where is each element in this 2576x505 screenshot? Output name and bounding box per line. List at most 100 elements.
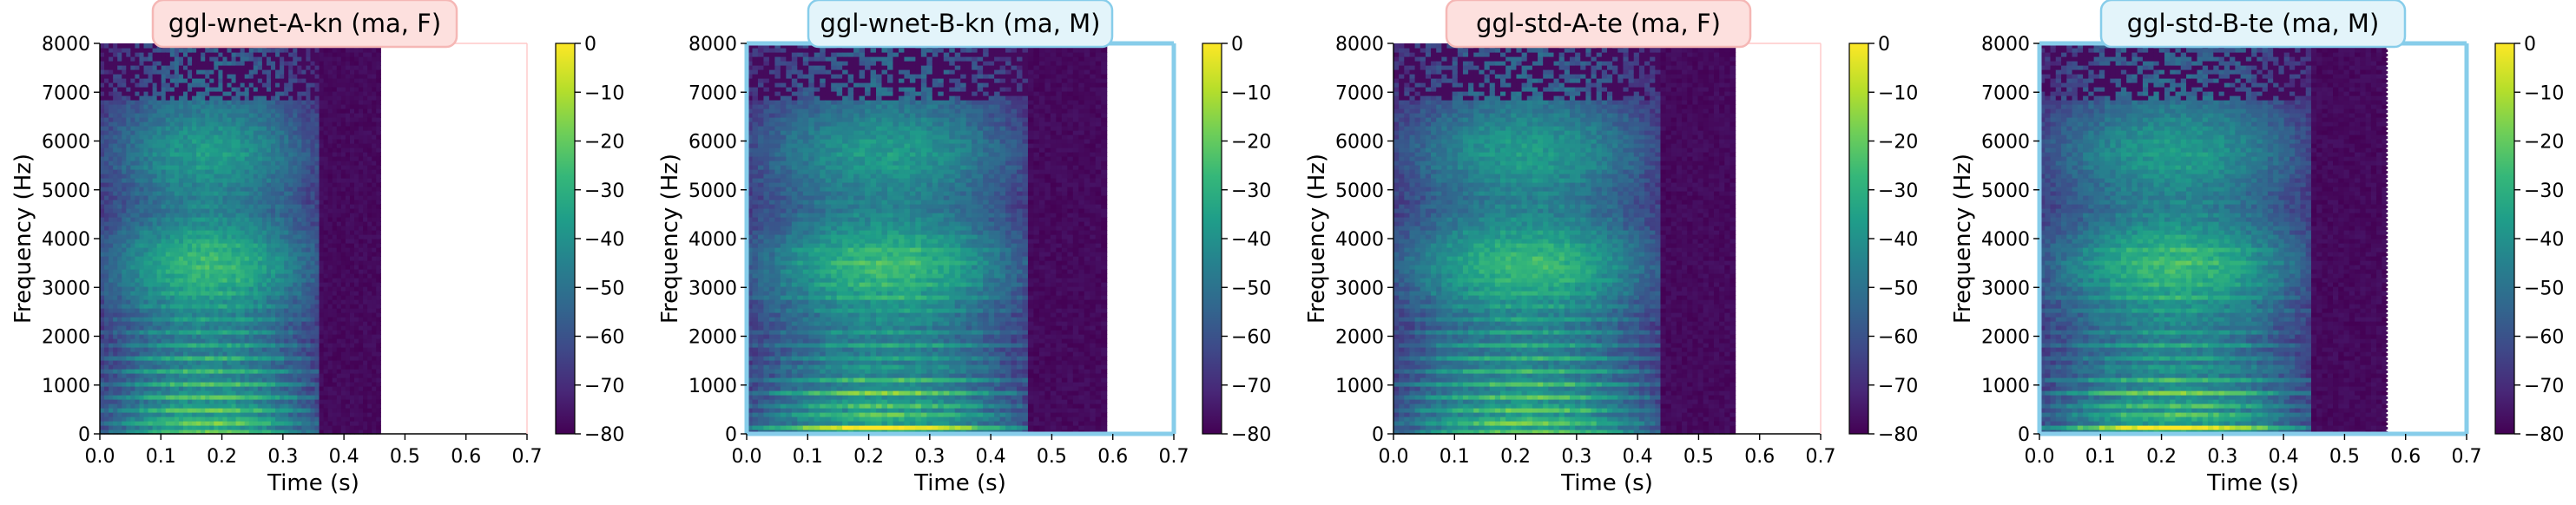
- spectrogram-cell: [130, 308, 136, 313]
- spectrogram-cell: [323, 299, 329, 305]
- spectrogram-cell: [293, 95, 298, 101]
- spectrogram-cell: [340, 299, 346, 305]
- spectrogram-cell: [288, 252, 293, 257]
- spectrogram-cell: [122, 282, 127, 287]
- spectrogram-cell: [314, 217, 320, 222]
- spectrogram-cell: [319, 143, 325, 148]
- spectrogram-cell: [297, 430, 302, 435]
- spectrogram-cell: [122, 421, 127, 426]
- spectrogram-cell: [169, 390, 175, 396]
- spectrogram-cell: [235, 200, 241, 205]
- spectrogram-cell: [139, 338, 145, 344]
- spectrogram-cell: [139, 256, 145, 261]
- spectrogram-cell: [165, 65, 171, 70]
- spectrogram-cell: [122, 395, 127, 400]
- spectrogram-cell: [135, 373, 141, 378]
- spectrogram-cell: [117, 117, 122, 122]
- spectrogram-cell: [235, 174, 241, 179]
- spectrogram-cell: [218, 321, 224, 326]
- spectrogram-cell: [332, 134, 338, 140]
- spectrogram-cell: [178, 325, 184, 331]
- spectrogram-cell: [109, 369, 114, 374]
- spectrogram-cell: [271, 395, 276, 400]
- spectrogram-cell: [126, 91, 131, 96]
- spectrogram-cell: [196, 386, 201, 391]
- spectrogram-cell: [100, 104, 105, 109]
- spectrogram-cell: [266, 95, 272, 101]
- spectrogram-cell: [135, 269, 141, 274]
- spectrogram-cell: [288, 386, 293, 391]
- spectrogram-cell: [235, 312, 241, 318]
- spectrogram-cell: [271, 265, 276, 270]
- spectrogram-cell: [288, 104, 293, 109]
- spectrogram-cell: [209, 408, 214, 413]
- spectrogram-cell: [261, 82, 267, 88]
- spectrogram-cell: [161, 126, 167, 131]
- spectrogram-cell: [257, 169, 263, 174]
- spectrogram-cell: [201, 425, 206, 430]
- spectrogram-cell: [240, 239, 246, 244]
- spectrogram-cell: [165, 226, 171, 231]
- spectrogram-cell: [248, 87, 254, 92]
- spectrogram-cell: [165, 208, 171, 213]
- spectrogram-cell: [139, 195, 145, 200]
- spectrogram-cell: [196, 247, 201, 252]
- spectrogram-cell: [188, 273, 193, 279]
- spectrogram-cell: [244, 113, 250, 118]
- spectrogram-cell: [148, 377, 154, 383]
- spectrogram-cell: [209, 265, 214, 270]
- spectrogram-cell: [152, 425, 158, 430]
- spectrogram-cell: [113, 230, 118, 235]
- spectrogram-cell: [327, 121, 333, 127]
- spectrogram-cell: [214, 291, 219, 296]
- spectrogram-cell: [188, 82, 193, 88]
- spectrogram-cell: [126, 291, 131, 296]
- spectrogram-cell: [122, 416, 127, 422]
- spectrogram-cell: [178, 91, 184, 96]
- spectrogram-cell: [306, 134, 312, 140]
- spectrogram-cell: [332, 87, 338, 92]
- spectrogram-cell: [284, 78, 289, 83]
- spectrogram-cell: [244, 161, 250, 166]
- spectrogram-cell: [161, 299, 167, 305]
- spectrogram-cell: [156, 416, 162, 422]
- spectrogram-cell: [314, 382, 320, 387]
- spectrogram-cell: [306, 260, 312, 266]
- spectrogram-cell: [235, 239, 241, 244]
- spectrogram-cell: [117, 56, 122, 62]
- spectrogram-cell: [178, 61, 184, 66]
- spectrogram-cell: [188, 312, 193, 318]
- spectrogram-cell: [161, 130, 167, 135]
- spectrogram-cell: [332, 299, 338, 305]
- spectrogram-cell: [340, 260, 346, 266]
- spectrogram-cell: [165, 213, 171, 218]
- spectrogram-cell: [201, 134, 206, 140]
- spectrogram-cell: [275, 82, 280, 88]
- spectrogram-cell: [148, 134, 154, 140]
- spectrogram-cell: [104, 61, 109, 66]
- spectrogram-cell: [240, 74, 246, 79]
- spectrogram-cell: [284, 430, 289, 435]
- spectrogram-cell: [332, 347, 338, 352]
- spectrogram-cell: [336, 330, 342, 335]
- spectrogram-cell: [253, 252, 259, 257]
- spectrogram-cell: [182, 234, 188, 239]
- spectrogram-cell: [192, 286, 197, 292]
- spectrogram-cell: [327, 282, 333, 287]
- spectrogram-cell: [126, 373, 131, 378]
- spectrogram-cell: [152, 412, 158, 417]
- spectrogram-cell: [209, 74, 214, 79]
- spectrogram-cell: [135, 87, 141, 92]
- spectrogram-cell: [104, 416, 109, 422]
- spectrogram-cell: [182, 82, 188, 88]
- spectrogram-cell: [271, 104, 276, 109]
- spectrogram-cell: [257, 325, 263, 331]
- spectrogram-cell: [201, 156, 206, 161]
- spectrogram-cell: [126, 178, 131, 183]
- spectrogram-cell: [248, 286, 254, 292]
- spectrogram-cell: [266, 126, 272, 131]
- spectrogram-cell: [161, 121, 167, 127]
- spectrogram-cell: [248, 156, 254, 161]
- spectrogram-cell: [293, 104, 298, 109]
- spectrogram-cell: [218, 338, 224, 344]
